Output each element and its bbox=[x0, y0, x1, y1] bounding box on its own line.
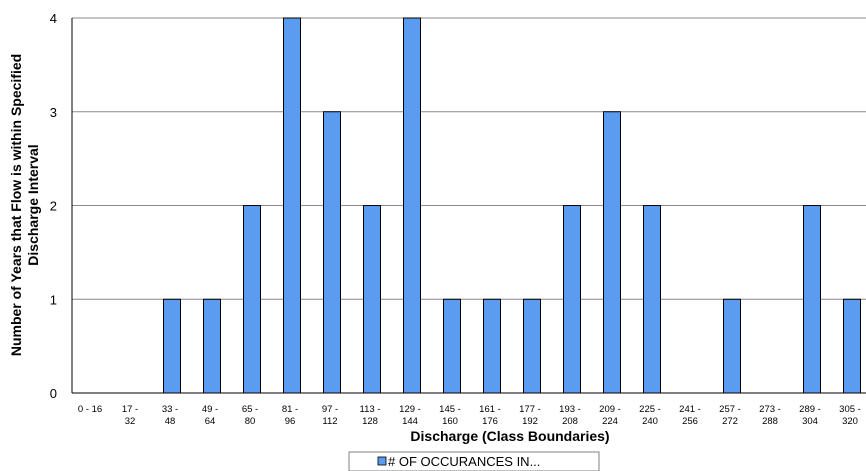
y-tick-label: 2 bbox=[50, 199, 57, 214]
bar bbox=[603, 111, 621, 394]
x-tick-label: 144 bbox=[402, 416, 418, 427]
x-tick-label: 304 bbox=[802, 416, 818, 427]
bar bbox=[443, 298, 461, 394]
x-tick-label: 49 - bbox=[202, 404, 218, 415]
x-tick-label: 0 - 16 bbox=[78, 404, 102, 415]
x-tick-label: 272 bbox=[722, 416, 738, 427]
x-tick-label: 96 bbox=[285, 416, 296, 427]
x-tick-label: 224 bbox=[602, 416, 618, 427]
bar bbox=[523, 298, 541, 394]
x-tick-label: 48 bbox=[165, 416, 176, 427]
y-tick-label: 0 bbox=[50, 386, 57, 401]
y-axis-title-line: Number of Years that Flow is within Spec… bbox=[8, 54, 24, 356]
bar bbox=[723, 298, 741, 394]
y-axis-title: Number of Years that Flow is within Spec… bbox=[8, 54, 41, 356]
bar bbox=[283, 17, 301, 394]
x-tick-label: 256 bbox=[682, 416, 698, 427]
x-tick-label: 289 - bbox=[799, 404, 821, 415]
x-tick-label: 208 bbox=[562, 416, 578, 427]
x-tick-label: 64 bbox=[205, 416, 216, 427]
bar bbox=[363, 205, 381, 394]
y-tick-label: 4 bbox=[50, 11, 57, 26]
bar bbox=[403, 17, 421, 394]
x-tick-label: 320 bbox=[842, 416, 858, 427]
x-tick-label: 113 - bbox=[360, 404, 381, 415]
x-tick-label: 97 - bbox=[322, 404, 338, 415]
x-tick-label: 305 - bbox=[839, 404, 861, 415]
x-tick-label: 65 - bbox=[242, 404, 258, 415]
y-tick-label: 3 bbox=[50, 105, 57, 120]
x-tick-labels: 0 - 16 17 -32 33 -48 49 -64 65 -80 81 -96 97 -… bbox=[78, 404, 861, 427]
legend-swatch bbox=[377, 456, 387, 466]
bar bbox=[803, 205, 821, 394]
x-tick-label: 112 bbox=[322, 416, 337, 427]
x-tick-label: 241 - bbox=[679, 404, 701, 415]
x-tick-label: 81 - bbox=[282, 404, 298, 415]
bar bbox=[203, 298, 221, 394]
x-tick-label: 177 - bbox=[519, 404, 541, 415]
x-tick-label: 225 - bbox=[639, 404, 661, 415]
bar bbox=[163, 298, 181, 394]
x-tick-label: 160 bbox=[442, 416, 458, 427]
x-tick-label: 193 - bbox=[559, 404, 581, 415]
x-tick-label: 192 bbox=[522, 416, 538, 427]
bar bbox=[563, 205, 581, 394]
y-tick-labels: 0 1 2 3 4 bbox=[50, 11, 57, 401]
gridlines bbox=[72, 17, 866, 300]
x-tick-label: 129 - bbox=[399, 404, 421, 415]
x-tick-label: 145 - bbox=[439, 404, 461, 415]
bars bbox=[163, 17, 861, 394]
x-tick-label: 176 bbox=[482, 416, 498, 427]
x-tick-label: 80 bbox=[245, 416, 256, 427]
x-tick-label: 288 bbox=[762, 416, 778, 427]
y-tick-label: 1 bbox=[50, 292, 57, 307]
bar bbox=[323, 111, 341, 394]
legend-label: # OF OCCURANCES IN... bbox=[388, 454, 540, 469]
legend: # OF OCCURANCES IN... bbox=[348, 451, 600, 471]
x-tick-label: 32 bbox=[125, 416, 136, 427]
x-tick-label: 17 - bbox=[122, 404, 138, 415]
x-tick-label: 257 - bbox=[719, 404, 741, 415]
x-tick-label: 273 - bbox=[759, 404, 781, 415]
y-axis-title-line: Discharge Interval bbox=[25, 144, 41, 265]
x-axis-title: Discharge (Class Boundaries) bbox=[410, 428, 609, 444]
x-tick-label: 161 - bbox=[479, 404, 501, 415]
x-tick-label: 240 bbox=[642, 416, 658, 427]
x-tick-label: 33 - bbox=[162, 404, 178, 415]
x-tick-label: 209 - bbox=[599, 404, 621, 415]
bar bbox=[243, 205, 261, 394]
bar bbox=[483, 298, 501, 394]
legend-box bbox=[348, 451, 600, 471]
x-tick-label: 128 bbox=[362, 416, 378, 427]
bar bbox=[843, 298, 861, 394]
bar bbox=[643, 205, 661, 394]
